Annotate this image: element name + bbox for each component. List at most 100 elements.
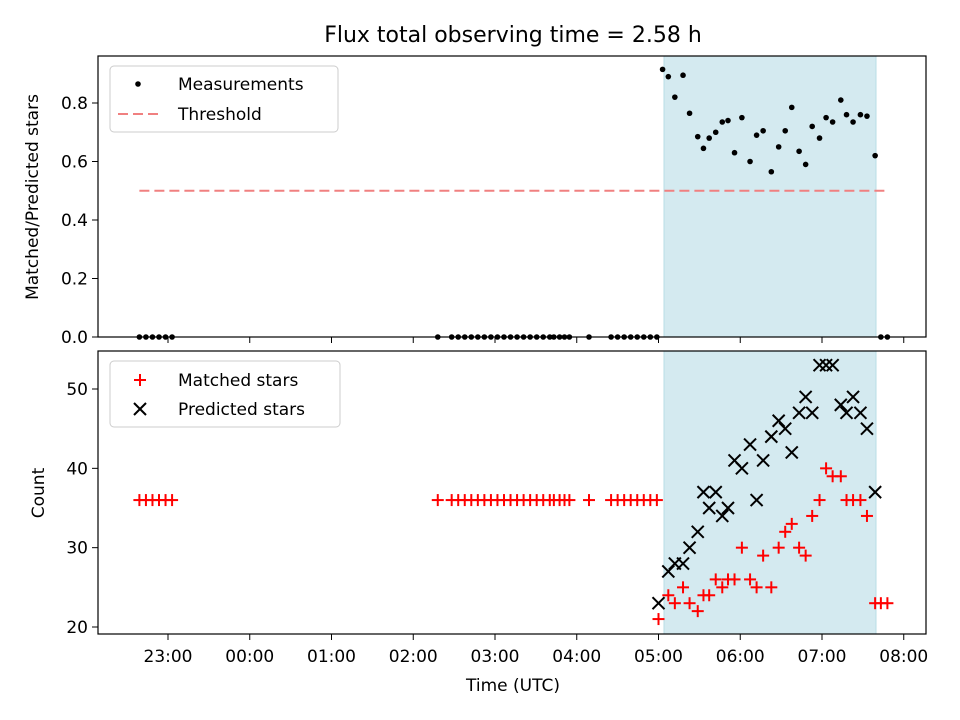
predicted-star-point xyxy=(756,453,770,468)
predicted-star-point xyxy=(702,501,716,515)
measurement-point xyxy=(753,132,760,138)
bottom-y-tick-label: 50 xyxy=(66,380,88,400)
top-y-tick-label: 0.0 xyxy=(61,328,88,348)
bottom-x-tick-label: 00:00 xyxy=(225,647,274,667)
matched-star-point xyxy=(716,581,729,594)
predicted-star-point xyxy=(846,390,860,404)
predicted-star-point xyxy=(735,461,749,476)
legend-measurements-marker xyxy=(135,81,141,87)
predicted-star-point xyxy=(676,556,690,571)
bottom-x-axis: 23:00 00:00 01:00 02:00 03:00 04:00 05:00 06:00… xyxy=(144,634,928,667)
predicted-star-point xyxy=(743,437,757,452)
predicted-star-point xyxy=(834,398,848,412)
predicted-stars-points xyxy=(651,358,882,610)
bottom-x-tick-label: 02:00 xyxy=(389,647,438,667)
measurement-point xyxy=(672,94,678,100)
predicted-star-point xyxy=(792,406,806,420)
legend-measurements-label: Measurements xyxy=(178,75,304,95)
measurement-point xyxy=(788,104,795,111)
bottom-x-tick-label: 01:00 xyxy=(307,647,356,667)
predicted-star-point xyxy=(691,525,705,539)
measurement-point xyxy=(725,117,731,124)
matched-star-point xyxy=(662,589,675,602)
measurement-point xyxy=(796,148,802,155)
top-y-tick-label: 0.8 xyxy=(61,94,88,114)
measurement-point xyxy=(706,135,712,141)
measurement-point xyxy=(731,149,738,156)
chart-title: Flux total observing time = 2.58 h xyxy=(324,23,702,48)
measurement-point xyxy=(775,144,782,150)
measurement-points xyxy=(136,66,891,340)
predicted-star-point xyxy=(805,406,819,420)
predicted-star-point xyxy=(778,421,792,436)
matched-star-point xyxy=(563,494,576,507)
predicted-star-point xyxy=(798,390,813,404)
predicted-star-point xyxy=(715,509,729,523)
top-panel: 0.00.20.40.60.8 Matched/Predicted stars … xyxy=(23,55,927,348)
predicted-star-point xyxy=(825,358,840,372)
predicted-star-point xyxy=(819,358,833,372)
predicted-star-point xyxy=(853,406,868,420)
bottom-x-tick-label: 05:00 xyxy=(634,647,683,667)
measurement-point xyxy=(864,113,870,119)
matched-star-point xyxy=(820,462,833,475)
matched-star-point xyxy=(881,597,894,610)
matched-star-point xyxy=(779,525,792,538)
measurement-point xyxy=(680,72,686,79)
matched-star-point xyxy=(728,573,741,586)
measurement-point xyxy=(857,111,864,118)
measurement-point xyxy=(809,123,815,130)
matched-star-point xyxy=(793,541,806,554)
measurement-point xyxy=(802,161,809,168)
measurement-point xyxy=(686,110,693,117)
top-y-tick-label: 0.2 xyxy=(61,270,88,290)
matched-star-point xyxy=(860,509,873,522)
predicted-star-point xyxy=(764,429,779,444)
top-y-tick-label: 0.4 xyxy=(61,211,88,231)
measurement-point xyxy=(712,129,719,136)
bottom-x-tick-label: 06:00 xyxy=(716,647,765,667)
predicted-star-point xyxy=(721,501,735,515)
measurement-point xyxy=(782,127,789,134)
matched-star-point xyxy=(785,517,798,530)
top-legend: Measurements Threshold xyxy=(109,65,339,133)
matched-star-point xyxy=(652,613,665,626)
measurement-point xyxy=(747,158,753,165)
bottom-y-axis: 20 30 40 50 xyxy=(66,380,98,638)
matched-star-point xyxy=(691,605,704,618)
measurement-point xyxy=(838,97,844,103)
measurement-point xyxy=(768,168,775,175)
measurement-point xyxy=(823,114,829,121)
matched-star-point xyxy=(668,597,681,610)
predicted-star-point xyxy=(696,485,711,499)
x-axis-label: Time (UTC) xyxy=(465,676,560,696)
matched-star-point xyxy=(806,509,819,522)
matched-star-point xyxy=(799,549,812,562)
bottom-observing-window xyxy=(663,350,877,635)
measurement-point xyxy=(665,73,672,80)
matched-star-point xyxy=(677,581,690,594)
matched-star-point xyxy=(854,494,867,507)
predicted-star-point xyxy=(785,445,799,460)
measurement-point xyxy=(700,145,707,152)
top-y-axis-label: Matched/Predicted stars xyxy=(23,94,43,300)
matched-star-point xyxy=(650,494,663,507)
matched-star-point xyxy=(757,549,770,562)
legend-predicted-marker xyxy=(133,402,147,416)
measurement-point xyxy=(719,119,726,125)
matched-star-point xyxy=(431,494,444,507)
predicted-star-point xyxy=(868,485,882,499)
predicted-star-point xyxy=(860,421,874,436)
bottom-x-tick-label: 03:00 xyxy=(471,647,520,667)
matched-star-point xyxy=(703,589,716,602)
predicted-star-point xyxy=(839,406,854,420)
matched-star-point xyxy=(772,541,785,554)
top-observing-window xyxy=(663,55,877,338)
measurement-point xyxy=(829,119,836,125)
matched-star-point xyxy=(683,597,696,610)
bottom-panel: 20 30 40 50 23:00 00:00 01:00 02:00 03:00 04:00 0… xyxy=(29,350,928,696)
legend-threshold-label: Threshold xyxy=(177,105,262,125)
bottom-legend-box xyxy=(109,360,341,428)
legend-predicted-label: Predicted stars xyxy=(178,400,305,420)
measurement-point xyxy=(850,119,856,125)
